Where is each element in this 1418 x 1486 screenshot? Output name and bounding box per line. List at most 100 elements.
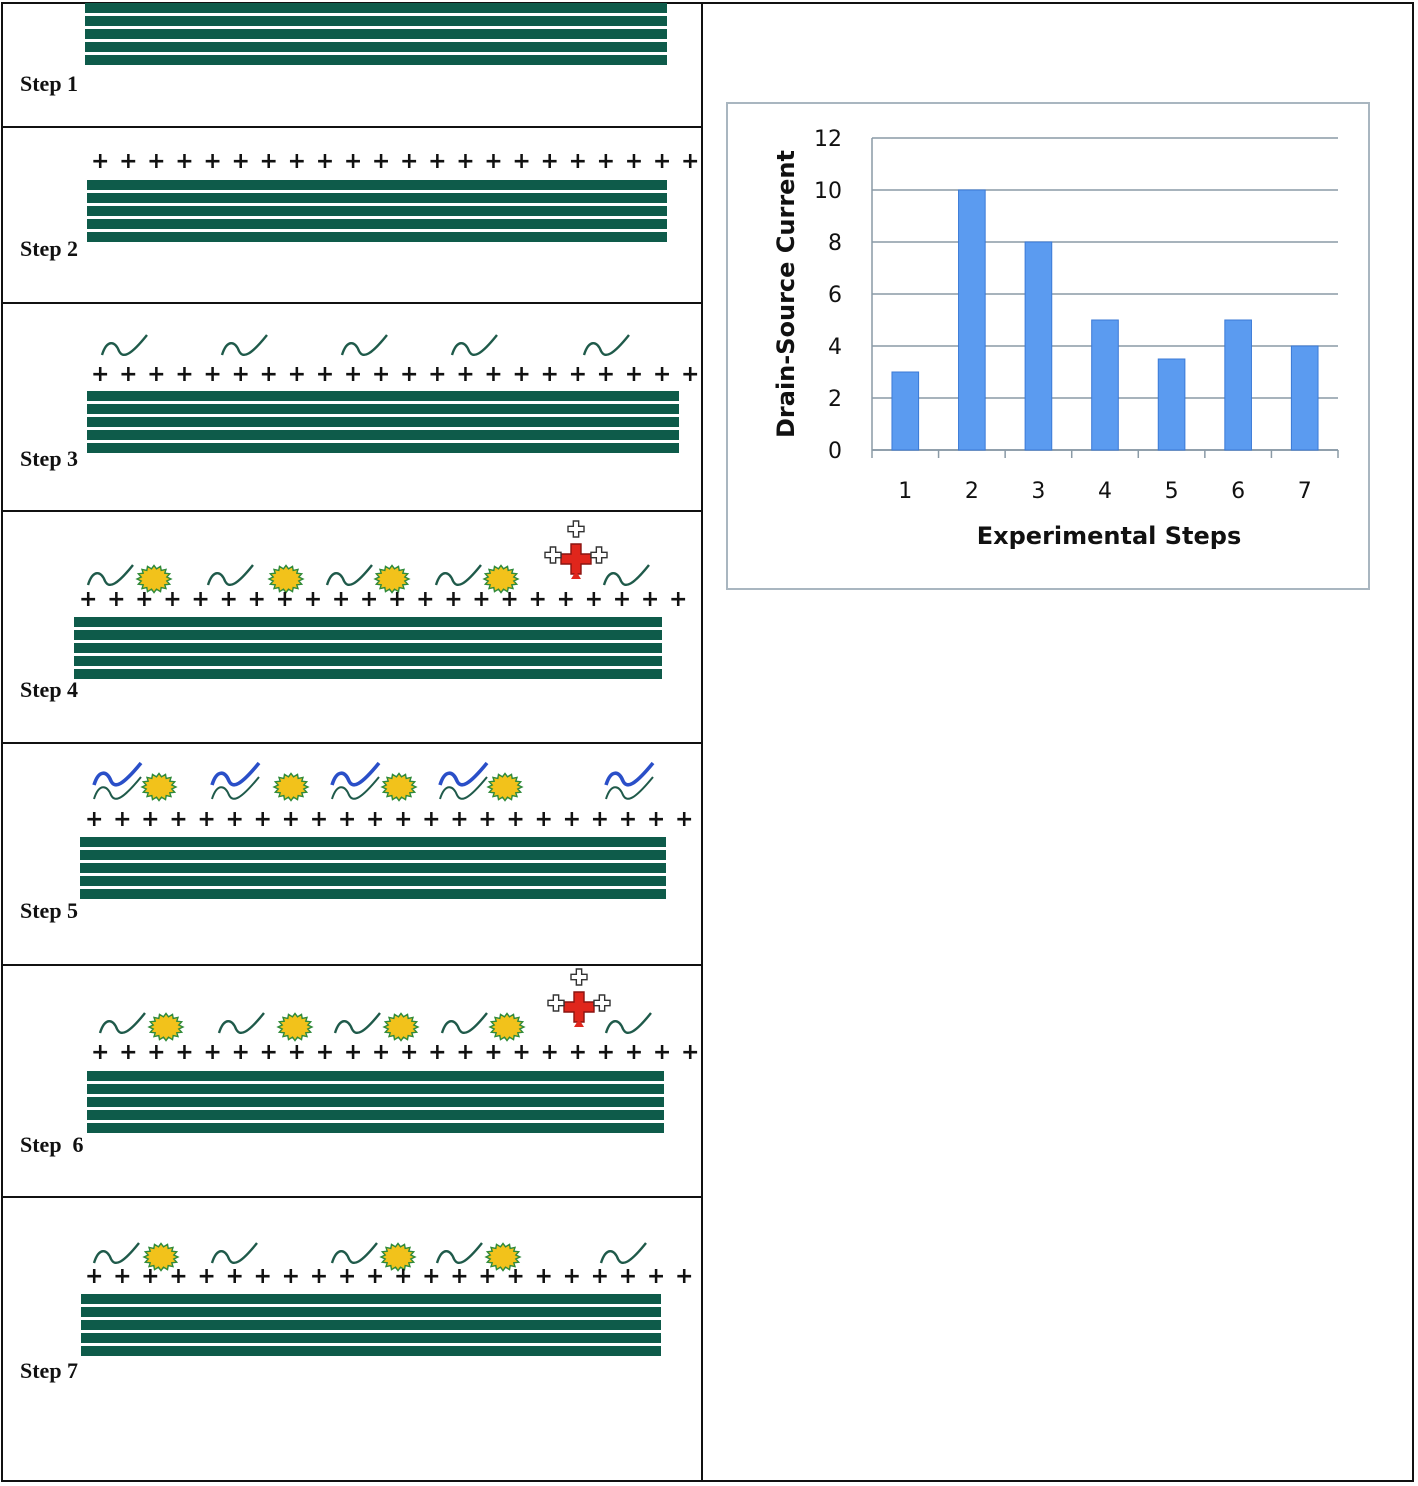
- graphene-layer: [85, 16, 667, 26]
- step-1-label: Step 1: [20, 71, 79, 96]
- step-3-panel: + + + + + + + + + + + + + + + + + + + + …: [1, 303, 703, 512]
- aptamer-strand-icon: [330, 1242, 378, 1264]
- bar-step-3: [1024, 241, 1053, 451]
- target-particle-icon: [272, 772, 310, 802]
- substrate-layers: [81, 1294, 661, 1359]
- aptamer-strand-icon: [340, 334, 388, 356]
- graphene-layer: [87, 1084, 664, 1094]
- graphene-layer: [87, 443, 679, 453]
- x-tick-label: 7: [1298, 479, 1312, 504]
- graphene-layer: [74, 630, 662, 640]
- step-4-panel: + + + + + + + + + + + + + + + + + + + + …: [1, 511, 703, 744]
- graphene-layer: [87, 430, 679, 440]
- positive-charge-row: + + + + + + + + + + + + + + + + + + + + …: [91, 149, 701, 174]
- target-particle-icon: [373, 564, 411, 594]
- aptamer-strand-icon: [210, 1242, 258, 1264]
- interferent-cross-icon: [547, 968, 611, 1027]
- target-particle-icon: [147, 1012, 185, 1042]
- graphene-layer: [87, 1110, 664, 1120]
- aptamer-strand-icon: [100, 334, 148, 356]
- positive-charge-row: + + + + + + + + + + + + + + + + + + + + …: [79, 587, 689, 612]
- graphene-layer: [87, 232, 667, 242]
- substrate-layers: [85, 3, 667, 68]
- step-2-panel: + + + + + + + + + + + + + + + + + + + + …: [1, 127, 703, 304]
- positive-charge-row: + + + + + + + + + + + + + + + + + + + + …: [85, 807, 695, 832]
- target-particle-icon: [142, 1242, 180, 1272]
- graphene-layer: [81, 1346, 661, 1356]
- target-particle-icon: [382, 1012, 420, 1042]
- graphene-layer: [87, 1097, 664, 1107]
- y-tick-label: 0: [828, 439, 842, 464]
- graphene-layer: [80, 876, 666, 886]
- x-tick-label: 4: [1098, 479, 1112, 504]
- graphene-layer: [85, 55, 667, 65]
- x-tick-label: 6: [1231, 479, 1245, 504]
- graphene-layer: [74, 669, 662, 679]
- graphene-layer: [85, 29, 667, 39]
- target-particle-icon: [135, 564, 173, 594]
- step-7-panel: + + + + + + + + + + + + + + + + + + + + …: [1, 1197, 703, 1482]
- aptamer-strand-icon: [220, 334, 268, 356]
- bar-step-4: [1091, 319, 1119, 451]
- graphene-layer: [81, 1320, 661, 1330]
- y-tick-label: 8: [828, 231, 842, 256]
- bar-step-5: [1157, 358, 1186, 451]
- graphene-layer: [74, 643, 662, 653]
- y-tick-label: 12: [814, 127, 842, 152]
- step-5-label: Step 5: [20, 898, 79, 923]
- x-tick-label: 3: [1031, 479, 1045, 504]
- target-particle-icon: [379, 1242, 417, 1272]
- aptamer-strand-icon: [206, 564, 254, 586]
- substrate-layers: [87, 391, 679, 456]
- step-1-panel: Step 1: [1, 2, 703, 128]
- aptamer-strand-icon: [217, 1012, 265, 1034]
- step-4-label: Step 4: [20, 677, 79, 702]
- graphene-layer: [87, 219, 667, 229]
- bound-strand-icon: [92, 761, 143, 800]
- substrate-layers: [80, 837, 666, 902]
- bound-strand-icon: [604, 761, 655, 800]
- positive-charge-row: + + + + + + + + + + + + + + + + + + + + …: [91, 1040, 701, 1065]
- aptamer-strand-icon: [98, 1012, 146, 1034]
- aptamer-strand-icon: [450, 334, 498, 356]
- graphene-layer: [87, 180, 667, 190]
- target-particle-icon: [276, 1012, 314, 1042]
- graphene-layer: [85, 3, 667, 13]
- y-tick-label: 10: [814, 179, 842, 204]
- aptamer-strand-icon: [435, 1242, 483, 1264]
- graphene-layer: [80, 850, 666, 860]
- graphene-layer: [87, 404, 679, 414]
- aptamer-strand-icon: [599, 1242, 647, 1264]
- graphene-layer: [81, 1333, 661, 1343]
- graphene-layer: [85, 42, 667, 52]
- x-tick-label: 1: [898, 479, 912, 504]
- bound-strand-icon: [438, 761, 489, 800]
- aptamer-strand-icon: [582, 334, 630, 356]
- graphene-layer: [87, 391, 679, 401]
- aptamer-strand-icon: [86, 564, 134, 586]
- bar-step-1: [891, 371, 920, 451]
- graphene-layer: [87, 193, 667, 203]
- chart-frame: 0 2 4 6 8 10 12 1 2 3 4 5 6 7 Experimental Steps Drain-…: [726, 102, 1370, 590]
- bar-step-2: [958, 189, 986, 451]
- step-5-panel: + + + + + + + + + + + + + + + + + + + + …: [1, 743, 703, 966]
- aptamer-strand-icon: [92, 1242, 140, 1264]
- graphene-layer: [80, 837, 666, 847]
- aptamer-strand-icon: [440, 1012, 488, 1034]
- bound-strand-icon: [330, 761, 381, 800]
- bar-step-6: [1224, 319, 1252, 451]
- substrate-layers: [87, 1071, 664, 1136]
- graphene-layer: [87, 1071, 664, 1081]
- y-tick-label: 6: [828, 283, 842, 308]
- x-tick-label: 5: [1165, 479, 1179, 504]
- target-particle-icon: [140, 772, 178, 802]
- target-particle-icon: [484, 1242, 522, 1272]
- graphene-layer: [87, 1123, 664, 1133]
- graphene-layer: [80, 863, 666, 873]
- positive-charge-row: + + + + + + + + + + + + + + + + + + + + …: [91, 362, 701, 387]
- y-tick-label: 4: [828, 335, 842, 360]
- step-7-label: Step 7: [20, 1358, 79, 1383]
- step-6-panel: + + + + + + + + + + + + + + + + + + + + …: [1, 965, 703, 1198]
- graphene-layer: [80, 889, 666, 899]
